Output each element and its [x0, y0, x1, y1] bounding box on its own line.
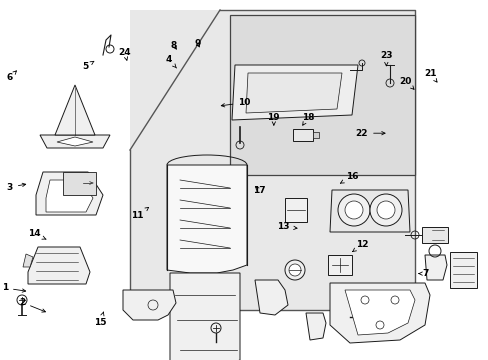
Polygon shape: [449, 252, 476, 288]
Circle shape: [376, 201, 394, 219]
Polygon shape: [245, 73, 341, 113]
Text: 24: 24: [118, 48, 131, 60]
Text: 15: 15: [94, 312, 106, 327]
Polygon shape: [36, 172, 103, 215]
Polygon shape: [345, 290, 414, 335]
Polygon shape: [346, 305, 362, 313]
Polygon shape: [329, 283, 429, 343]
Polygon shape: [23, 254, 33, 267]
Text: 19: 19: [267, 112, 280, 125]
Polygon shape: [285, 198, 306, 222]
Text: 14: 14: [28, 230, 46, 239]
Polygon shape: [170, 273, 240, 360]
Text: 6: 6: [7, 71, 17, 82]
Text: 22: 22: [355, 129, 384, 138]
Polygon shape: [57, 137, 93, 146]
Text: 1: 1: [2, 284, 25, 292]
Polygon shape: [167, 165, 246, 273]
Text: 11: 11: [130, 207, 148, 220]
Polygon shape: [55, 85, 95, 135]
Text: 5: 5: [82, 61, 94, 71]
Polygon shape: [46, 180, 93, 212]
Text: 23: 23: [379, 51, 392, 66]
Polygon shape: [424, 255, 446, 280]
Text: 18: 18: [301, 112, 314, 125]
Text: 12: 12: [352, 240, 367, 252]
Text: 13: 13: [277, 222, 296, 231]
FancyBboxPatch shape: [229, 15, 414, 175]
Polygon shape: [305, 313, 325, 340]
Text: 2: 2: [19, 298, 45, 312]
Polygon shape: [63, 172, 96, 195]
Polygon shape: [40, 135, 110, 148]
Polygon shape: [28, 247, 90, 284]
Polygon shape: [231, 65, 357, 120]
Text: 8: 8: [170, 40, 176, 49]
Text: 21: 21: [423, 69, 436, 82]
Polygon shape: [312, 132, 318, 138]
Text: 7: 7: [418, 269, 428, 278]
Circle shape: [337, 194, 369, 226]
Polygon shape: [327, 255, 351, 275]
Circle shape: [285, 260, 305, 280]
Text: 9: 9: [194, 39, 201, 48]
Text: 20: 20: [399, 77, 413, 89]
Text: 3: 3: [7, 183, 26, 192]
Polygon shape: [254, 280, 287, 315]
Polygon shape: [123, 290, 176, 320]
Text: 10: 10: [221, 98, 250, 107]
Circle shape: [288, 264, 301, 276]
Circle shape: [369, 194, 401, 226]
Polygon shape: [421, 227, 447, 243]
Polygon shape: [130, 10, 414, 310]
Polygon shape: [292, 129, 312, 141]
Circle shape: [345, 201, 362, 219]
Text: 4: 4: [165, 55, 176, 68]
Text: 16: 16: [340, 172, 358, 183]
Text: 17: 17: [252, 186, 265, 195]
